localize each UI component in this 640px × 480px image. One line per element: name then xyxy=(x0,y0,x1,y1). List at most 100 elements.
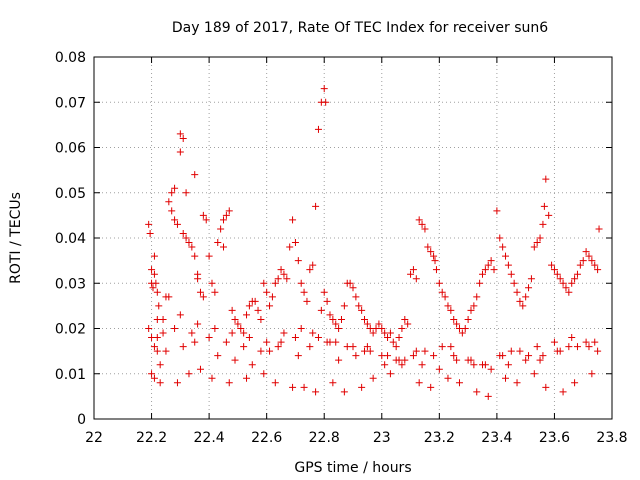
data-point xyxy=(542,383,550,391)
data-point xyxy=(369,374,377,382)
data-point xyxy=(363,343,371,351)
data-point xyxy=(470,361,478,369)
data-point xyxy=(214,239,222,247)
data-point xyxy=(467,306,475,314)
data-point xyxy=(225,207,233,215)
data-point xyxy=(545,211,553,219)
data-point xyxy=(165,293,173,301)
data-point xyxy=(214,352,222,360)
data-point xyxy=(320,288,328,296)
data-point xyxy=(176,130,184,138)
data-point xyxy=(179,229,187,237)
data-point xyxy=(510,279,518,287)
data-point xyxy=(418,361,426,369)
data-point xyxy=(401,356,409,364)
data-point xyxy=(155,302,163,310)
data-point xyxy=(153,347,161,355)
data-point xyxy=(352,352,360,360)
data-point xyxy=(525,352,533,360)
data-point xyxy=(349,284,357,292)
data-point xyxy=(329,315,337,323)
data-point xyxy=(228,329,236,337)
data-point xyxy=(559,279,567,287)
data-point xyxy=(251,297,259,305)
data-point xyxy=(493,207,501,215)
data-point xyxy=(415,379,423,387)
data-point xyxy=(335,325,343,332)
data-point xyxy=(199,293,207,301)
data-point xyxy=(470,302,478,310)
data-point xyxy=(332,338,340,346)
data-point xyxy=(562,284,570,292)
x-tick-label: 23.6 xyxy=(539,430,570,446)
y-axis-label: ROTI / TECUs xyxy=(8,192,24,284)
data-points xyxy=(145,85,603,400)
x-tick-label: 22.4 xyxy=(194,430,225,446)
data-point xyxy=(453,356,461,364)
data-point xyxy=(582,248,590,256)
data-point xyxy=(322,98,330,106)
data-point xyxy=(502,374,510,382)
data-point xyxy=(375,320,383,328)
data-point xyxy=(522,356,530,364)
data-point xyxy=(536,356,544,364)
data-point xyxy=(409,266,417,274)
data-point xyxy=(283,275,291,283)
data-point xyxy=(432,266,440,274)
data-point xyxy=(565,343,573,351)
data-point xyxy=(266,347,274,355)
data-point xyxy=(540,202,548,210)
data-point xyxy=(179,134,187,142)
data-point xyxy=(490,266,498,274)
chart-title: Day 189 of 2017, Rate Of TEC Index for r… xyxy=(172,20,548,36)
data-point xyxy=(513,379,521,387)
data-point xyxy=(291,239,299,247)
data-point xyxy=(516,297,524,305)
data-point xyxy=(568,334,576,342)
data-point xyxy=(271,279,279,287)
data-point xyxy=(588,370,596,378)
data-point xyxy=(182,189,190,197)
data-point xyxy=(243,311,251,319)
data-point xyxy=(156,379,164,387)
data-point xyxy=(289,383,297,391)
data-point xyxy=(585,252,593,260)
data-point xyxy=(205,334,213,342)
y-tick-label: 0.05 xyxy=(55,186,86,202)
data-point xyxy=(533,343,541,351)
data-point xyxy=(208,374,216,382)
data-point xyxy=(407,270,415,278)
data-point xyxy=(220,243,227,251)
data-point xyxy=(188,243,196,251)
data-point xyxy=(245,302,253,310)
data-point xyxy=(453,320,461,328)
data-point xyxy=(280,329,288,337)
data-point xyxy=(263,288,271,296)
data-point xyxy=(427,248,435,256)
data-point xyxy=(231,315,239,323)
data-point xyxy=(332,320,340,328)
data-point xyxy=(479,270,486,278)
data-point xyxy=(254,306,262,314)
y-tick-label: 0 xyxy=(77,412,86,428)
data-point xyxy=(594,266,602,274)
data-point xyxy=(346,279,354,287)
data-point xyxy=(149,284,157,292)
data-point xyxy=(173,220,181,228)
data-point xyxy=(496,234,504,242)
x-tick-label: 23.4 xyxy=(481,430,512,446)
data-point xyxy=(384,352,392,360)
data-point xyxy=(444,374,452,382)
data-point xyxy=(369,329,377,337)
data-point xyxy=(150,270,158,278)
data-point xyxy=(358,306,366,314)
data-point xyxy=(171,325,179,332)
data-point xyxy=(502,252,510,260)
data-point xyxy=(409,352,417,360)
data-point xyxy=(179,343,187,351)
data-point xyxy=(145,325,153,332)
axis-ticks: 22 22.2 22.4 22.6 22.8 23 23.2 23.4 23.6 23.8 0 0.0… xyxy=(55,50,628,446)
data-point xyxy=(378,325,386,332)
data-point xyxy=(234,320,242,328)
